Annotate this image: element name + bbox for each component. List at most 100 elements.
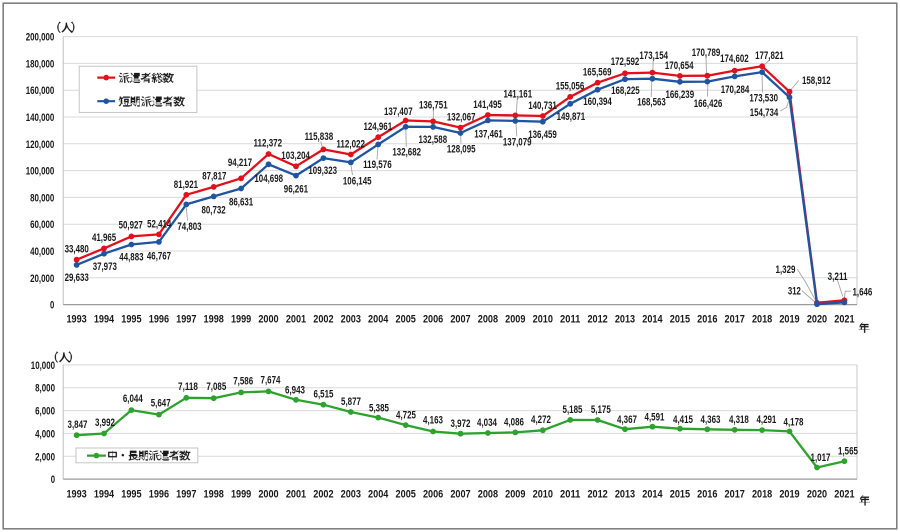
svg-text:124,961: 124,961 xyxy=(364,121,393,133)
svg-text:1999: 1999 xyxy=(231,488,251,500)
svg-text:2018: 2018 xyxy=(752,488,772,500)
svg-text:8,000: 8,000 xyxy=(35,383,55,395)
svg-text:2007: 2007 xyxy=(450,314,470,326)
svg-text:2005: 2005 xyxy=(396,314,416,326)
svg-text:115,838: 115,838 xyxy=(305,131,334,143)
svg-text:6,515: 6,515 xyxy=(314,388,334,400)
svg-text:3,847: 3,847 xyxy=(68,419,88,431)
svg-text:2011: 2011 xyxy=(560,488,580,500)
svg-text:1,017: 1,017 xyxy=(811,452,831,464)
svg-text:2015: 2015 xyxy=(670,488,690,500)
svg-text:5,185: 5,185 xyxy=(563,404,583,416)
svg-text:140,731: 140,731 xyxy=(528,100,557,112)
svg-text:100,000: 100,000 xyxy=(26,166,55,178)
svg-text:4,034: 4,034 xyxy=(477,417,498,429)
svg-text:2009: 2009 xyxy=(505,488,525,500)
svg-text:136,459: 136,459 xyxy=(528,129,557,141)
svg-text:112,372: 112,372 xyxy=(254,138,283,150)
svg-text:170,654: 170,654 xyxy=(665,60,694,72)
svg-text:2021: 2021 xyxy=(834,488,854,500)
svg-text:20,000: 20,000 xyxy=(30,273,54,285)
svg-text:2021: 2021 xyxy=(834,314,854,326)
svg-text:5,385: 5,385 xyxy=(369,402,389,414)
svg-text:1996: 1996 xyxy=(149,314,169,326)
svg-text:6,000: 6,000 xyxy=(35,406,55,418)
svg-text:2003: 2003 xyxy=(341,314,361,326)
svg-text:2015: 2015 xyxy=(670,314,690,326)
svg-text:1999: 1999 xyxy=(231,314,251,326)
svg-text:3,972: 3,972 xyxy=(451,418,471,430)
svg-text:40,000: 40,000 xyxy=(30,246,54,258)
svg-text:37,973: 37,973 xyxy=(93,261,117,273)
svg-text:172,592: 172,592 xyxy=(611,56,640,68)
svg-text:6,044: 6,044 xyxy=(123,393,144,405)
svg-text:2000: 2000 xyxy=(258,314,278,326)
svg-text:155,056: 155,056 xyxy=(556,81,585,93)
svg-text:2001: 2001 xyxy=(286,314,306,326)
svg-text:2002: 2002 xyxy=(313,314,333,326)
svg-text:7,586: 7,586 xyxy=(233,375,253,387)
svg-text:2016: 2016 xyxy=(697,314,717,326)
svg-text:2014: 2014 xyxy=(642,314,663,326)
svg-text:7,085: 7,085 xyxy=(206,381,226,393)
svg-text:2003: 2003 xyxy=(341,488,361,500)
svg-text:3,211: 3,211 xyxy=(828,271,848,283)
svg-text:112,022: 112,022 xyxy=(336,139,365,151)
svg-text:44,883: 44,883 xyxy=(119,252,143,264)
svg-text:158,912: 158,912 xyxy=(802,75,831,87)
svg-text:168,225: 168,225 xyxy=(611,85,640,97)
svg-text:96,261: 96,261 xyxy=(284,184,308,196)
svg-text:10,000: 10,000 xyxy=(31,360,55,372)
svg-text:2001: 2001 xyxy=(286,488,306,500)
svg-text:174,602: 174,602 xyxy=(720,53,749,65)
svg-text:154,734: 154,734 xyxy=(750,107,779,119)
svg-text:2012: 2012 xyxy=(587,488,607,500)
svg-text:94,217: 94,217 xyxy=(228,157,252,169)
svg-text:2,000: 2,000 xyxy=(35,451,55,463)
svg-text:5,175: 5,175 xyxy=(591,404,611,416)
svg-text:140,000: 140,000 xyxy=(26,112,55,124)
svg-text:0: 0 xyxy=(50,300,54,312)
svg-text:2009: 2009 xyxy=(505,314,525,326)
svg-text:4,291: 4,291 xyxy=(756,414,776,426)
svg-text:4,318: 4,318 xyxy=(729,414,749,426)
svg-text:137,407: 137,407 xyxy=(384,106,413,118)
svg-text:7,674: 7,674 xyxy=(261,375,282,387)
svg-text:170,284: 170,284 xyxy=(721,84,750,96)
svg-text:2005: 2005 xyxy=(396,488,416,500)
svg-text:106,145: 106,145 xyxy=(343,175,372,187)
svg-text:86,631: 86,631 xyxy=(229,197,253,209)
svg-text:2013: 2013 xyxy=(615,488,635,500)
svg-text:2011: 2011 xyxy=(560,314,580,326)
svg-text:3,992: 3,992 xyxy=(95,417,115,429)
svg-text:109,323: 109,323 xyxy=(308,165,337,177)
svg-text:170,789: 170,789 xyxy=(692,47,721,59)
svg-text:2010: 2010 xyxy=(533,488,553,500)
svg-text:2014: 2014 xyxy=(642,488,663,500)
svg-text:2020: 2020 xyxy=(807,488,827,500)
svg-text:1995: 1995 xyxy=(121,488,141,500)
svg-text:137,079: 137,079 xyxy=(503,137,532,149)
svg-text:132,067: 132,067 xyxy=(447,112,476,124)
svg-text:2017: 2017 xyxy=(725,314,745,326)
svg-text:2017: 2017 xyxy=(725,488,745,500)
svg-text:2012: 2012 xyxy=(587,314,607,326)
svg-text:2006: 2006 xyxy=(423,314,443,326)
svg-text:52,414: 52,414 xyxy=(147,218,172,230)
svg-text:4,272: 4,272 xyxy=(531,414,551,426)
svg-text:177,821: 177,821 xyxy=(755,50,784,62)
svg-text:160,000: 160,000 xyxy=(26,85,55,97)
svg-text:312: 312 xyxy=(788,285,801,297)
svg-text:168,563: 168,563 xyxy=(637,97,666,109)
svg-text:149,871: 149,871 xyxy=(557,111,586,123)
svg-text:4,363: 4,363 xyxy=(701,414,721,426)
svg-text:4,178: 4,178 xyxy=(784,416,804,428)
svg-text:1993: 1993 xyxy=(66,488,86,500)
svg-text:119,576: 119,576 xyxy=(363,159,392,171)
svg-text:2010: 2010 xyxy=(533,314,553,326)
svg-text:2018: 2018 xyxy=(752,314,772,326)
svg-text:2006: 2006 xyxy=(423,488,443,500)
svg-text:41,965: 41,965 xyxy=(92,232,116,244)
svg-text:1996: 1996 xyxy=(149,488,169,500)
svg-text:1997: 1997 xyxy=(176,314,196,326)
